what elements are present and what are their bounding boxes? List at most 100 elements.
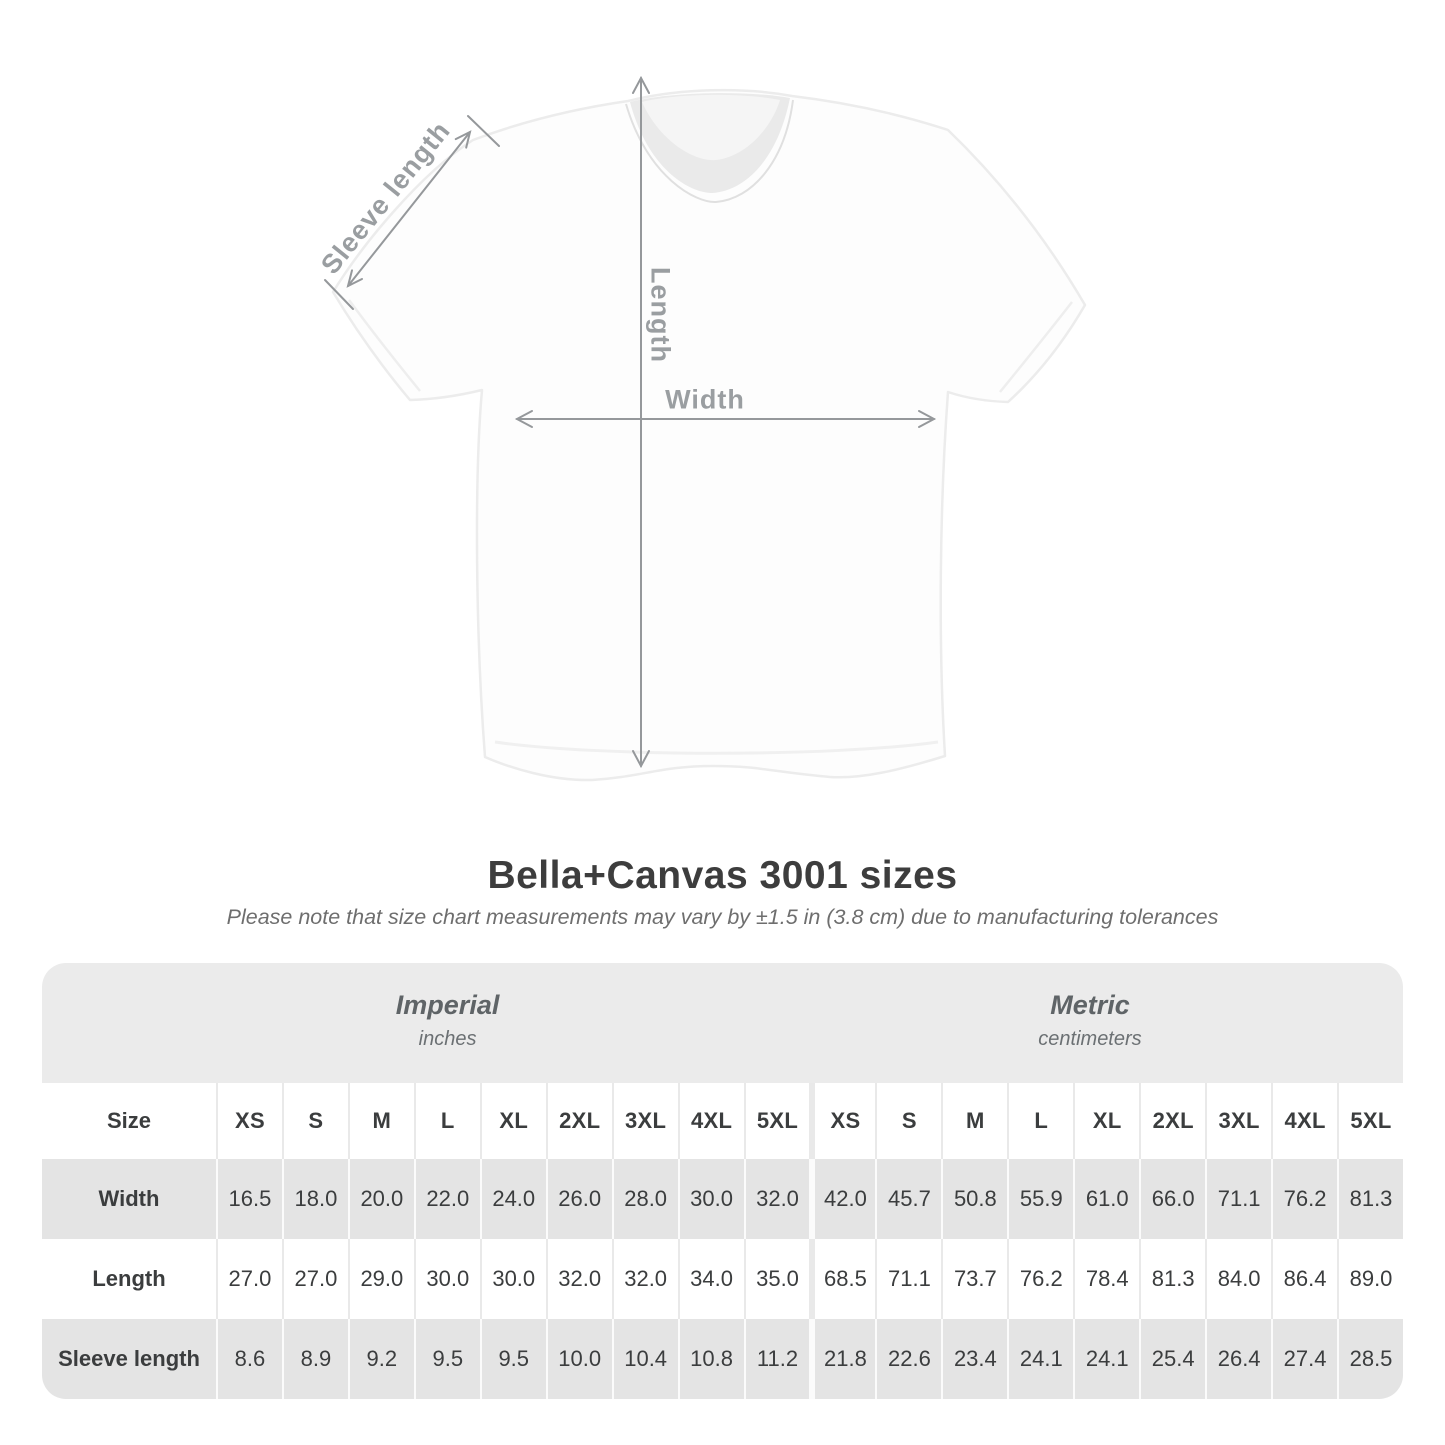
measurement-cell: 28.5 [1337,1319,1403,1399]
bottom-hem-seam [494,740,939,755]
collar-inner-highlight [642,94,780,161]
measurement-cell: 10.8 [677,1319,744,1399]
tolerance-note: Please note that size chart measurements… [226,905,1219,929]
length-dim-label: Length [645,267,676,363]
table-row-width: Width 16.5 18.0 20.0 22.0 24.0 26.0 28.0… [42,1159,1403,1239]
measurement-cell: 71.1 [875,1239,941,1319]
table-row-sleeve-length: Sleeve length 8.6 8.9 9.2 9.5 9.5 10.0 1… [42,1319,1403,1399]
measurement-cell: 21.8 [809,1319,875,1399]
width-dim-label: Width [665,384,745,415]
measurement-cell: 8.9 [281,1319,348,1399]
size-header-cell: L [413,1083,480,1159]
metric-section-name: Metric [1050,990,1130,1021]
measurement-cell: 32.0 [743,1159,810,1239]
size-header-cell: 5XL [743,1083,810,1159]
size-header-cell: S [281,1083,348,1159]
measurement-cell: 8.6 [216,1319,282,1399]
tshirt-illustration [324,75,1087,782]
measurement-cell: 16.5 [216,1159,282,1239]
measurement-cell: 22.0 [413,1159,480,1239]
measurement-cell: 30.0 [479,1239,546,1319]
measurement-cell: 86.4 [1271,1239,1337,1319]
measurement-cell: 81.3 [1139,1239,1205,1319]
size-chart-table: Imperial inches Metric centimeters Size … [42,963,1403,1399]
measurement-cell: 32.0 [611,1239,678,1319]
measurement-cell: 32.0 [545,1239,612,1319]
measurement-cell: 9.5 [413,1319,480,1399]
table-row-length: Length 27.0 27.0 29.0 30.0 30.0 32.0 32.… [42,1239,1403,1319]
measurement-cell: 22.6 [875,1319,941,1399]
size-header-row: Size XS S M L XL 2XL 3XL 4XL 5XL XS S M … [42,1083,1403,1159]
metric-section-header: Metric centimeters [1038,990,1141,1051]
measurement-cell: 76.2 [1007,1239,1073,1319]
measurement-cell: 28.0 [611,1159,678,1239]
size-header-cell: XS [809,1083,875,1159]
measurement-cell: 24.1 [1073,1319,1139,1399]
row-label: Sleeve length [58,1346,200,1371]
measurement-cell: 9.5 [479,1319,546,1399]
measurement-cell: 45.7 [875,1159,941,1239]
measurement-cell: 35.0 [743,1239,810,1319]
measurement-cell: 9.2 [347,1319,414,1399]
imperial-section-name: Imperial [395,990,500,1021]
size-header-cell: 2XL [545,1083,612,1159]
size-header-cell: XL [1073,1083,1139,1159]
measurement-cell: 42.0 [809,1159,875,1239]
metric-section-unit: centimeters [1038,1028,1142,1051]
measurement-cell: 24.1 [1007,1319,1073,1399]
measurement-cell: 26.4 [1205,1319,1271,1399]
measurement-cell: 68.5 [809,1239,875,1319]
size-header-cell: 3XL [611,1083,678,1159]
measurement-cell: 30.0 [677,1159,744,1239]
imperial-section-header: Imperial inches [396,990,500,1051]
length-arrow [632,75,650,769]
right-sleeve-hem-seam [999,301,1073,393]
left-sleeve-hem-seam [347,299,421,392]
collar-band-seam [625,99,794,204]
size-header-cell: S [875,1083,941,1159]
size-header-cell: M [941,1083,1007,1159]
measurement-cell: 50.8 [941,1159,1007,1239]
row-label: Width [98,1186,160,1211]
measurement-cell: 20.0 [347,1159,414,1239]
width-arrow [514,410,937,428]
measurement-cell: 27.4 [1271,1319,1337,1399]
size-header-cell: 3XL [1205,1083,1271,1159]
row-label: Length [92,1266,166,1291]
measurement-cell: 71.1 [1205,1159,1271,1239]
measurement-cell: 29.0 [347,1239,414,1319]
size-header-cell: 5XL [1337,1083,1403,1159]
measurement-cell: 27.0 [216,1239,282,1319]
measurement-cell: 30.0 [413,1239,480,1319]
measurement-cell: 25.4 [1139,1319,1205,1399]
size-header-cell: L [1007,1083,1073,1159]
unit-band: Imperial inches Metric centimeters [42,963,1403,1083]
measurement-cell: 73.7 [941,1239,1007,1319]
sleeve-length-arrow [324,115,500,310]
measurement-cell: 34.0 [677,1239,744,1319]
measurement-cell: 55.9 [1007,1159,1073,1239]
size-header-cell: 4XL [1271,1083,1337,1159]
measurement-cell: 84.0 [1205,1239,1271,1319]
size-column-label: Size [106,1108,152,1133]
measurement-cell: 11.2 [743,1319,810,1399]
imperial-section-unit: inches [418,1028,477,1051]
measurement-cell: 10.0 [545,1319,612,1399]
size-header-cell: XS [216,1083,282,1159]
size-header-cell: XL [479,1083,546,1159]
tshirt-body [331,88,1087,782]
measurement-cell: 78.4 [1073,1239,1139,1319]
tshirt-measurement-diagram: Sleeve length Length Width [315,75,1087,782]
measurement-cell: 66.0 [1139,1159,1205,1239]
measurement-cell: 27.0 [281,1239,348,1319]
measurement-cell: 26.0 [545,1159,612,1239]
measurement-cell: 76.2 [1271,1159,1337,1239]
measurement-cell: 61.0 [1073,1159,1139,1239]
size-header-cell: 4XL [677,1083,744,1159]
measurement-cell: 24.0 [479,1159,546,1239]
measurement-cell: 18.0 [281,1159,348,1239]
measurement-cell: 23.4 [941,1319,1007,1399]
size-header-cell: 2XL [1139,1083,1205,1159]
measurement-cell: 81.3 [1337,1159,1403,1239]
size-header-cell: M [347,1083,414,1159]
